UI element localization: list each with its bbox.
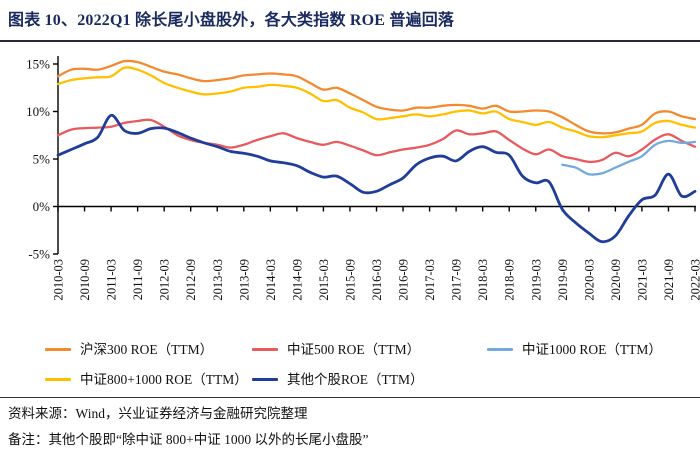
- x-tick-label: 2014-03: [264, 259, 278, 301]
- legend-swatch-icon: [252, 348, 278, 351]
- y-tick-label: 15%: [26, 57, 50, 72]
- legend-item-2: 中证500 ROE（TTM）: [252, 338, 421, 357]
- x-tick-label: 2011-09: [131, 259, 145, 300]
- roe-line-chart: 15% 10% 5% 0% -5%2010-03 2010-09 2011-03 2011-0…: [26, 56, 700, 301]
- y-tick-label: 10%: [26, 104, 50, 119]
- x-tick-label: 2021-09: [662, 259, 676, 301]
- x-tick-label: 2019-03: [529, 259, 543, 301]
- y-tick-label: 0%: [33, 199, 51, 214]
- source-line: 资料来源：Wind，兴业证券经济与金融研究院整理: [8, 406, 308, 421]
- x-tick-label: 2019-09: [556, 259, 570, 301]
- legend-swatch-icon: [252, 378, 278, 381]
- x-tick-label: 2012-03: [158, 259, 172, 301]
- x-tick-label: 2010-09: [78, 259, 92, 301]
- x-tick-label: 2014-09: [290, 259, 304, 301]
- title-divider-rule: [0, 40, 700, 42]
- legend-label: 其他个股ROE（TTM）: [287, 372, 424, 387]
- figure-title: 图表 10、2022Q1 除长尾小盘股外，各大类指数 ROE 普遍回落: [8, 12, 455, 29]
- legend-item-3: 中证1000 ROE（TTM）: [487, 338, 662, 357]
- x-tick-label: 2016-03: [370, 259, 384, 301]
- x-tick-label: 2021-03: [635, 259, 649, 301]
- y-tick-label: -5%: [28, 247, 50, 262]
- legend-swatch-icon: [45, 378, 71, 381]
- x-tick-label: 2013-03: [211, 259, 225, 301]
- x-tick-label: 2016-09: [397, 259, 411, 301]
- series-line-2: [56, 118, 697, 163]
- legend-label: 沪深300 ROE（TTM）: [80, 342, 214, 357]
- series-line-3: [561, 139, 697, 176]
- x-tick-label: 2011-03: [105, 259, 119, 300]
- x-tick-label: 2017-03: [423, 259, 437, 301]
- legend-label: 中证800+1000 ROE（TTM）: [80, 372, 248, 387]
- x-tick-label: 2010-03: [52, 259, 66, 301]
- legend-item-0: 沪深300 ROE（TTM）: [45, 338, 214, 357]
- legend-item-4: 其他个股ROE（TTM）: [252, 368, 424, 387]
- series-line-4: [56, 113, 697, 244]
- x-tick-label: 2013-09: [237, 259, 251, 301]
- x-tick-label: 2017-09: [450, 259, 464, 301]
- series-line-0: [56, 59, 697, 135]
- series-line-1: [56, 66, 697, 139]
- x-tick-label: 2012-09: [184, 259, 198, 301]
- x-tick-label: 2020-09: [609, 259, 623, 301]
- footer-divider-rule: [0, 397, 700, 398]
- x-tick-label: 2022-03: [689, 259, 700, 301]
- legend-swatch-icon: [487, 348, 513, 351]
- x-tick-label: 2020-03: [582, 259, 596, 301]
- x-tick-label: 2018-09: [503, 259, 517, 301]
- x-tick-label: 2015-03: [317, 259, 331, 301]
- y-tick-label: 5%: [33, 152, 51, 167]
- legend-swatch-icon: [45, 348, 71, 351]
- x-tick-label: 2015-09: [343, 259, 357, 301]
- legend-item-1: 中证800+1000 ROE（TTM）: [45, 368, 248, 387]
- legend-label: 中证500 ROE（TTM）: [287, 342, 421, 357]
- note-line: 备注：其他个股即“除中证 800+中证 1000 以外的长尾小盘股”: [8, 432, 369, 447]
- x-tick-label: 2018-03: [476, 259, 490, 301]
- legend-label: 中证1000 ROE（TTM）: [522, 342, 662, 357]
